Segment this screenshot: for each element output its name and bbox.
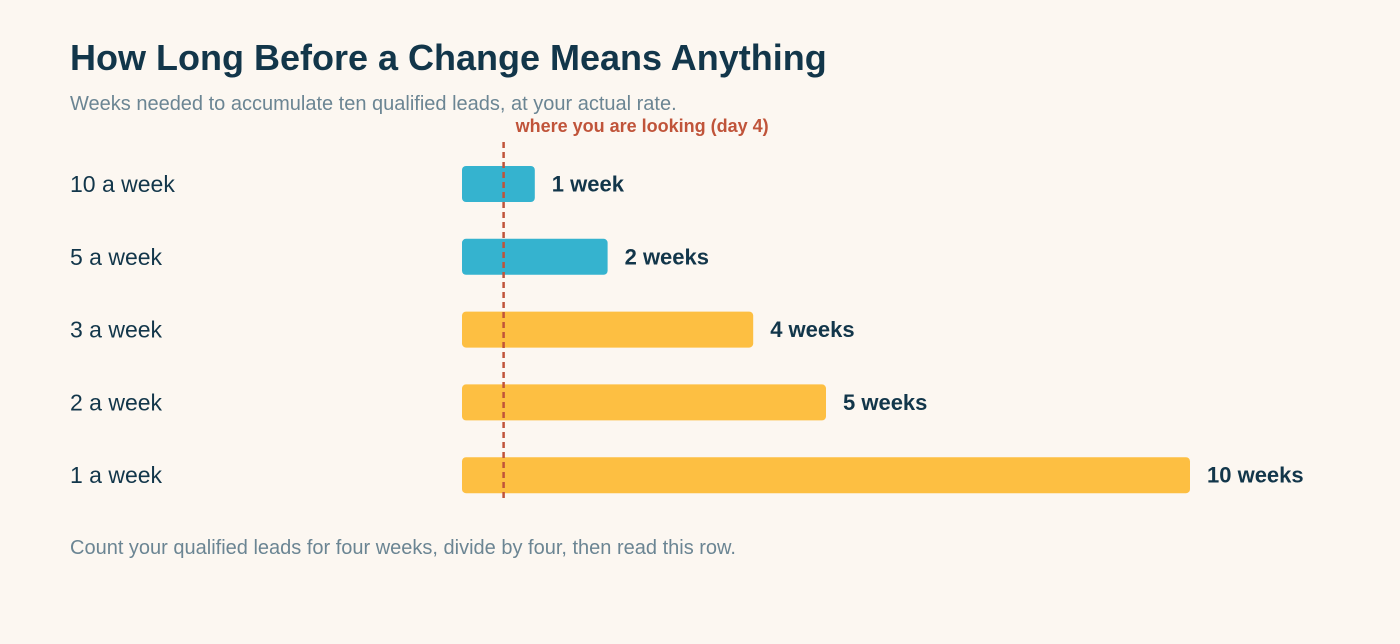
chart-footnote: Count your qualified leads for four week… — [70, 537, 736, 559]
value-label: 4 weeks — [770, 317, 854, 342]
bar — [462, 457, 1190, 494]
chart-subtitle: Weeks needed to accumulate ten qualified… — [70, 93, 677, 115]
category-label: 2 a week — [70, 389, 163, 415]
category-label: 1 a week — [70, 462, 163, 488]
reference-line-label: where you are looking (day 4) — [515, 116, 769, 136]
value-label: 1 week — [552, 172, 625, 197]
category-label: 10 a week — [70, 171, 175, 197]
category-label: 5 a week — [70, 244, 163, 270]
category-label: 3 a week — [70, 317, 163, 343]
bar — [462, 311, 754, 348]
chart-title: How Long Before a Change Means Anything — [70, 37, 827, 78]
bar — [462, 384, 826, 421]
bar — [462, 166, 535, 202]
bar — [462, 238, 608, 275]
value-label: 5 weeks — [843, 390, 927, 415]
value-label: 10 weeks — [1207, 463, 1304, 488]
value-label: 2 weeks — [625, 244, 709, 269]
